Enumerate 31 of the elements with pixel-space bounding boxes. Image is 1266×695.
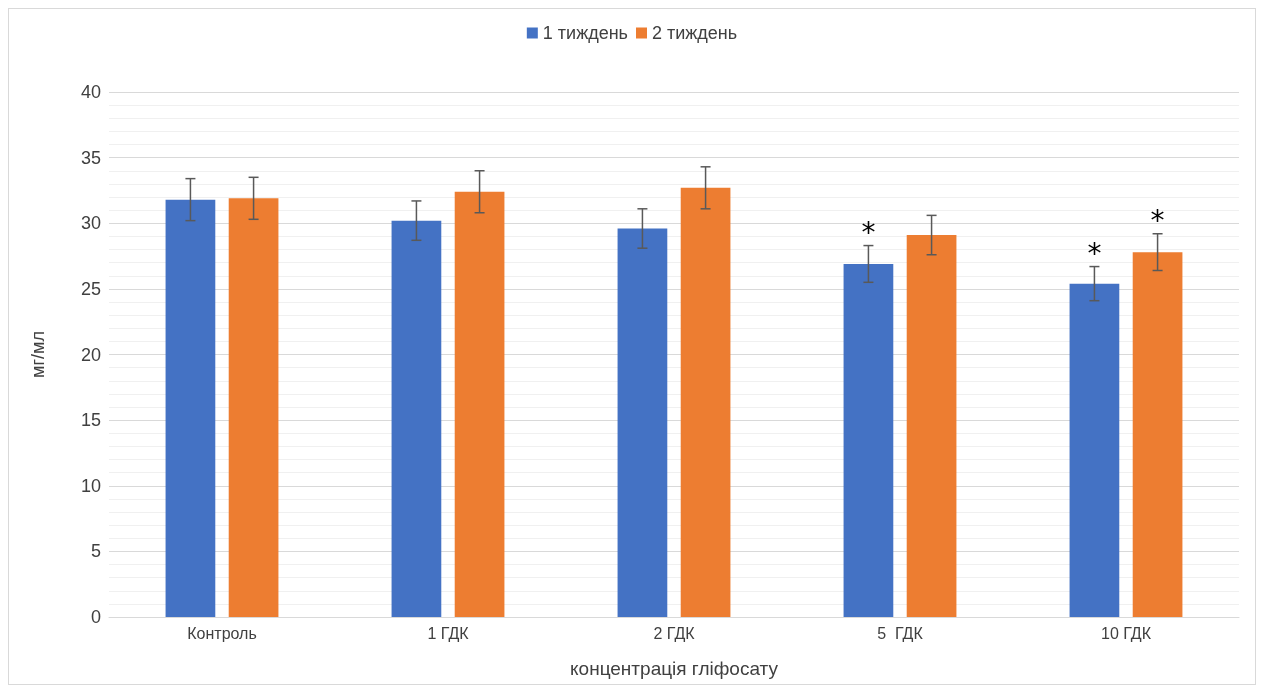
bar	[680, 187, 731, 617]
x-tick-label: Контроль	[187, 624, 257, 642]
x-tick-label: 1 ГДК	[427, 624, 470, 642]
bar	[228, 198, 279, 617]
y-tick-label: 10	[80, 475, 101, 496]
y-tick-label: 30	[80, 213, 101, 234]
x-tick-label: 5 ГДК	[877, 624, 924, 642]
y-tick-label: 35	[80, 147, 101, 168]
bar	[1069, 283, 1120, 617]
x-tick-label: 10 ГДК	[1101, 624, 1152, 642]
y-tick-label: 40	[80, 82, 101, 102]
data-label: *	[1150, 204, 1165, 238]
bar	[906, 235, 957, 617]
legend-label: 2 тиждень	[652, 23, 738, 43]
legend-label: 1 тиждень	[542, 23, 628, 43]
x-axis-title: концентрація гліфосату	[570, 658, 779, 679]
x-tick-label: 2 ГДК	[653, 624, 696, 642]
y-axis-title: мг/мл	[28, 331, 48, 378]
data-label: *	[861, 216, 876, 250]
bar	[165, 199, 216, 617]
bar	[1132, 252, 1183, 617]
bar	[391, 220, 442, 617]
y-tick-label: 25	[80, 278, 101, 299]
y-tick-label: 0	[90, 607, 101, 627]
y-tick-label: 5	[90, 541, 101, 562]
data-label: *	[1087, 237, 1102, 271]
bar	[843, 263, 894, 617]
bar	[454, 191, 505, 617]
y-tick-label: 20	[80, 344, 101, 365]
y-tick-label: 15	[80, 410, 101, 431]
bar	[617, 228, 668, 617]
